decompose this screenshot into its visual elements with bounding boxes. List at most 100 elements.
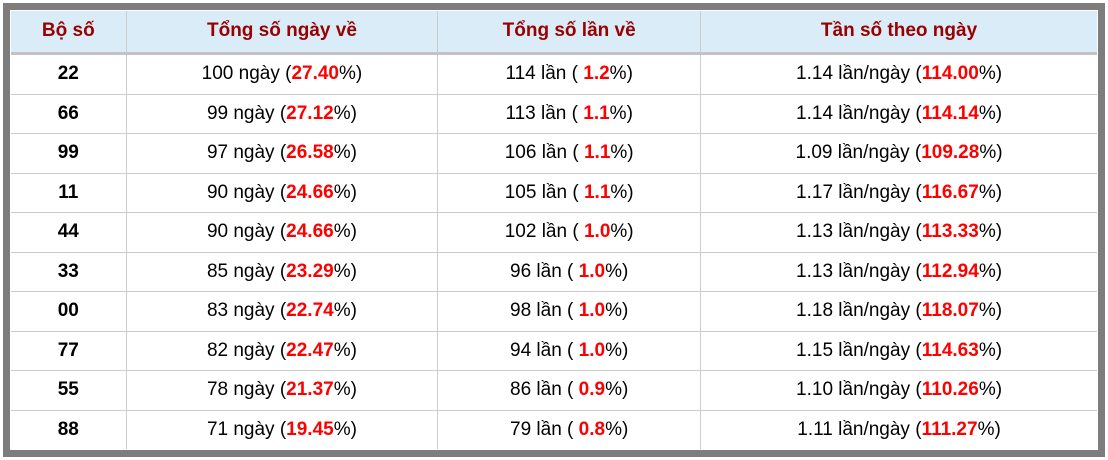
- table-row: 66 99 ngày (27.12%) 113 lần ( 1.1%) 1.14…: [11, 93, 1097, 134]
- times-value: 79 lần (: [510, 418, 579, 440]
- lottery-stats-table: Bộ số Tổng số ngày về Tổng số lần về Tần…: [11, 11, 1097, 449]
- percent-close: %): [609, 63, 633, 85]
- freq-percent: 118.07: [921, 300, 979, 322]
- freq-value: 1.13 lần/ngày (: [796, 221, 922, 243]
- freq-percent: 114.14: [921, 102, 979, 124]
- percent-close: %): [978, 260, 1003, 282]
- times-value: 98 lần (: [510, 300, 579, 322]
- freq-value: 1.15 lần/ngày (: [796, 339, 922, 361]
- table-row: 22 100 ngày (27.40%) 114 lần ( 1.2%) 1.1…: [11, 52, 1097, 95]
- days-cell: 90 ngày (24.66%): [125, 172, 438, 213]
- percent-close: %): [978, 300, 1003, 322]
- days-cell: 100 ngày (27.40%): [125, 52, 438, 95]
- freq-percent: 110.26: [921, 379, 979, 401]
- freq-cell: 1.14 lần/ngày (114.14%): [700, 93, 1097, 134]
- header-pair: Bộ số: [11, 11, 127, 55]
- times-value: 106 lần (: [504, 142, 584, 164]
- pair-cell: 44: [11, 212, 127, 253]
- percent-close: %): [333, 102, 357, 124]
- percent-close: %): [333, 221, 357, 243]
- days-percent: 27.12: [286, 102, 334, 124]
- days-percent: 22.47: [286, 339, 334, 361]
- table-row: 99 97 ngày (26.58%) 106 lần ( 1.1%) 1.09…: [11, 133, 1097, 174]
- header-row: Bộ số Tổng số ngày về Tổng số lần về Tần…: [11, 11, 1097, 55]
- days-cell: 83 ngày (22.74%): [125, 291, 438, 332]
- freq-cell: 1.13 lần/ngày (113.33%): [700, 212, 1097, 253]
- freq-percent: 113.33: [921, 221, 979, 243]
- pair-cell: 00: [11, 291, 127, 332]
- percent-close: %): [977, 418, 1001, 440]
- days-percent: 26.58: [286, 142, 334, 164]
- freq-value: 1.11 lần/ngày (: [797, 418, 922, 440]
- times-cell: 96 lần ( 1.0%): [437, 251, 701, 292]
- freq-percent: 114.00: [921, 63, 979, 85]
- percent-close: %): [333, 181, 357, 203]
- freq-cell: 1.14 lần/ngày (114.00%): [700, 52, 1097, 95]
- freq-cell: 1.17 lần/ngày (116.67%): [700, 172, 1097, 213]
- times-percent: 1.1: [583, 181, 611, 203]
- percent-close: %): [605, 300, 629, 322]
- percent-close: %): [610, 142, 634, 164]
- pair-cell: 99: [11, 133, 127, 174]
- pair-cell: 66: [11, 93, 127, 134]
- days-cell: 78 ngày (21.37%): [125, 370, 438, 411]
- times-percent: 0.8: [578, 418, 606, 440]
- pair-cell: 55: [11, 370, 127, 411]
- freq-percent: 114.63: [921, 339, 979, 361]
- times-value: 114 lần (: [505, 63, 584, 85]
- table-row: 00 83 ngày (22.74%) 98 lần ( 1.0%) 1.18 …: [11, 291, 1097, 332]
- percent-close: %): [610, 181, 634, 203]
- times-percent: 1.0: [578, 339, 606, 361]
- freq-value: 1.13 lần/ngày (: [796, 260, 922, 282]
- freq-percent: 109.28: [921, 142, 980, 164]
- freq-value: 1.17 lần/ngày (: [796, 181, 922, 203]
- pair-cell: 88: [11, 409, 127, 449]
- percent-close: %): [978, 102, 1003, 124]
- days-cell: 99 ngày (27.12%): [125, 93, 438, 134]
- freq-percent: 116.67: [921, 181, 979, 203]
- times-value: 105 lần (: [504, 181, 584, 203]
- days-value: 100 ngày (: [201, 63, 292, 85]
- days-percent: 27.40: [291, 63, 339, 85]
- days-percent: 19.45: [286, 418, 334, 440]
- percent-close: %): [609, 102, 633, 124]
- days-percent: 23.29: [286, 260, 334, 282]
- freq-cell: 1.15 lần/ngày (114.63%): [700, 330, 1097, 371]
- freq-value: 1.09 lần/ngày (: [795, 142, 922, 164]
- percent-close: %): [333, 300, 357, 322]
- days-value: 78 ngày (: [206, 379, 287, 401]
- days-percent: 24.66: [286, 221, 334, 243]
- times-cell: 102 lần ( 1.0%): [437, 212, 701, 253]
- percent-close: %): [605, 339, 629, 361]
- times-percent: 1.0: [583, 221, 611, 243]
- times-value: 86 lần (: [510, 379, 579, 401]
- freq-cell: 1.11 lần/ngày (111.27%): [700, 409, 1097, 449]
- days-cell: 90 ngày (24.66%): [125, 212, 438, 253]
- freq-cell: 1.18 lần/ngày (118.07%): [700, 291, 1097, 332]
- times-cell: 86 lần ( 0.9%): [437, 370, 701, 411]
- table-row: 33 85 ngày (23.29%) 96 lần ( 1.0%) 1.13 …: [11, 251, 1097, 292]
- freq-cell: 1.09 lần/ngày (109.28%): [700, 133, 1097, 174]
- days-value: 82 ngày (: [206, 339, 287, 361]
- freq-value: 1.14 lần/ngày (: [796, 63, 922, 85]
- freq-value: 1.14 lần/ngày (: [796, 102, 922, 124]
- freq-percent: 112.94: [921, 260, 979, 282]
- days-value: 83 ngày (: [206, 300, 287, 322]
- times-cell: 114 lần ( 1.2%): [437, 52, 701, 95]
- percent-close: %): [978, 379, 1003, 401]
- percent-close: %): [978, 181, 1003, 203]
- times-percent: 0.9: [578, 379, 606, 401]
- days-percent: 21.37: [286, 379, 334, 401]
- pair-cell: 33: [11, 251, 127, 292]
- days-value: 71 ngày (: [206, 418, 287, 440]
- percent-close: %): [605, 260, 629, 282]
- percent-close: %): [333, 339, 357, 361]
- table-row: 44 90 ngày (24.66%) 102 lần ( 1.0%) 1.13…: [11, 212, 1097, 253]
- percent-close: %): [333, 418, 357, 440]
- days-cell: 82 ngày (22.47%): [125, 330, 438, 371]
- percent-close: %): [339, 63, 363, 85]
- times-cell: 105 lần ( 1.1%): [437, 172, 701, 213]
- times-percent: 1.1: [583, 102, 610, 124]
- percent-close: %): [333, 379, 357, 401]
- freq-value: 1.18 lần/ngày (: [796, 300, 922, 322]
